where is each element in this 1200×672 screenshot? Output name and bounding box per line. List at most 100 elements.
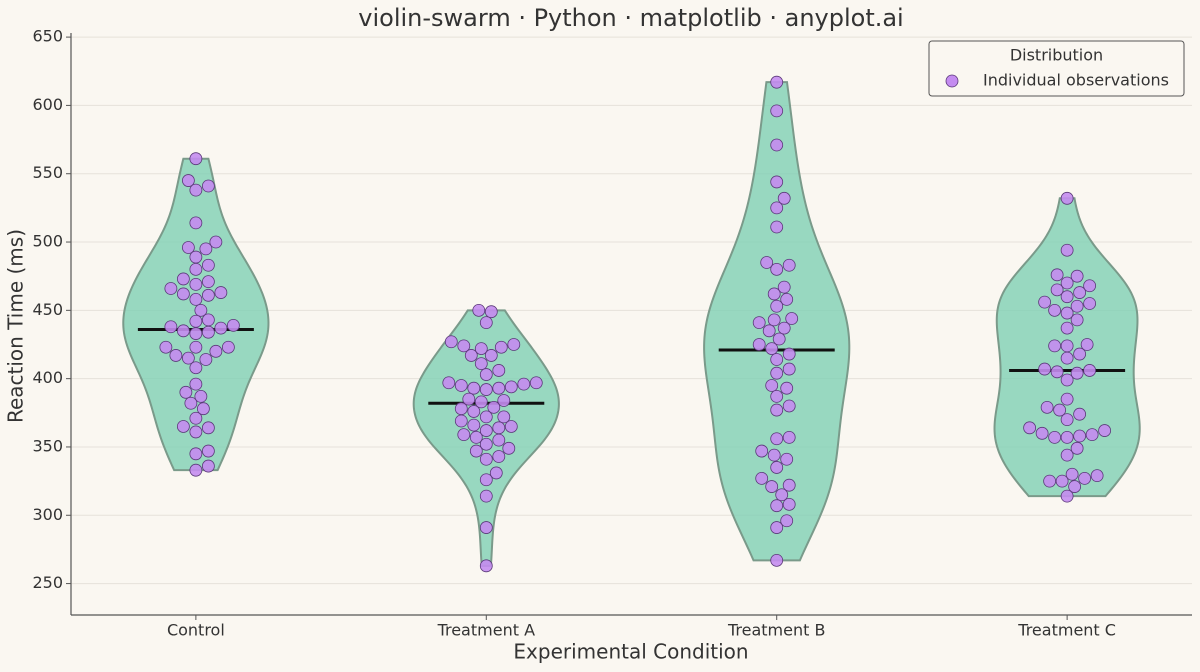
x-tick-label: Treatment B xyxy=(727,621,825,640)
data-point xyxy=(777,280,791,294)
data-point xyxy=(214,286,228,299)
data-point xyxy=(1070,269,1084,283)
data-point xyxy=(497,394,511,407)
data-point xyxy=(189,277,203,291)
data-point xyxy=(1053,403,1067,417)
data-point xyxy=(770,220,784,234)
data-point xyxy=(479,368,493,381)
data-point xyxy=(209,344,223,358)
data-point xyxy=(164,320,178,334)
data-point xyxy=(479,437,493,451)
data-point xyxy=(1048,339,1062,353)
data-point xyxy=(765,342,779,355)
data-point xyxy=(765,379,779,392)
data-point xyxy=(770,353,784,366)
data-point xyxy=(487,400,501,414)
data-point xyxy=(1078,471,1092,485)
data-point xyxy=(782,430,796,444)
y-tick-label: 250 xyxy=(32,573,63,592)
data-point xyxy=(770,499,784,513)
data-point xyxy=(479,383,493,396)
data-point xyxy=(164,282,178,295)
data-point xyxy=(767,448,781,462)
data-point xyxy=(1035,426,1049,440)
data-point xyxy=(479,410,493,424)
data-point xyxy=(472,303,486,317)
data-point xyxy=(1050,283,1064,297)
data-point xyxy=(1060,276,1074,290)
data-point xyxy=(504,380,518,394)
data-point xyxy=(770,104,784,118)
data-point xyxy=(189,152,203,166)
data-point xyxy=(1060,290,1074,304)
data-point xyxy=(189,411,203,425)
data-point xyxy=(201,288,215,302)
data-point xyxy=(770,521,784,534)
y-tick-label: 650 xyxy=(32,27,63,46)
data-point xyxy=(1040,400,1054,414)
y-tick-label: 600 xyxy=(32,95,63,114)
legend-title: Distribution xyxy=(1010,46,1103,65)
data-point xyxy=(189,314,203,328)
data-point xyxy=(189,447,203,461)
data-point xyxy=(780,293,794,306)
data-point xyxy=(479,489,493,503)
data-point xyxy=(502,441,516,455)
data-point xyxy=(492,364,506,377)
data-point xyxy=(1070,313,1084,327)
data-point xyxy=(176,272,190,286)
data-point xyxy=(770,262,784,276)
data-point xyxy=(214,321,228,335)
data-point xyxy=(770,175,784,189)
data-point xyxy=(159,340,173,354)
data-point xyxy=(777,191,791,205)
data-point xyxy=(199,353,213,366)
data-point xyxy=(770,390,784,403)
data-point xyxy=(189,250,203,264)
data-point xyxy=(782,362,796,376)
data-point xyxy=(479,521,493,534)
data-point xyxy=(462,392,476,406)
data-point xyxy=(474,395,488,409)
data-point xyxy=(782,478,796,492)
data-point xyxy=(1073,429,1087,443)
data-point xyxy=(765,480,779,493)
data-point xyxy=(1038,295,1052,309)
data-point xyxy=(201,459,215,473)
data-point xyxy=(454,402,468,416)
data-point xyxy=(770,553,784,567)
data-point xyxy=(1043,474,1057,488)
data-point xyxy=(442,376,456,390)
data-point xyxy=(1060,321,1074,335)
data-point xyxy=(189,216,203,230)
data-point xyxy=(1060,243,1074,257)
data-point xyxy=(201,325,215,339)
data-point xyxy=(497,410,511,424)
y-tick-label: 400 xyxy=(32,368,63,387)
data-point xyxy=(474,357,488,371)
data-point xyxy=(457,428,471,442)
legend-label: Individual observations xyxy=(983,71,1169,90)
data-point xyxy=(479,452,493,466)
data-point xyxy=(780,452,794,466)
legend-box xyxy=(928,40,1185,97)
data-point xyxy=(181,174,195,187)
data-point xyxy=(467,405,481,418)
data-point xyxy=(1060,373,1074,387)
data-point xyxy=(780,514,794,528)
data-point xyxy=(1055,474,1069,488)
data-point xyxy=(221,340,235,354)
data-point xyxy=(752,316,766,330)
data-point xyxy=(176,287,190,301)
chart-title: violin-swarm · Python · matplotlib · any… xyxy=(358,4,903,32)
data-point xyxy=(770,138,784,152)
data-point xyxy=(1085,428,1099,442)
data-point xyxy=(772,332,786,346)
data-point xyxy=(201,258,215,272)
data-point xyxy=(201,179,215,193)
data-point xyxy=(777,321,791,335)
data-point xyxy=(189,262,203,276)
data-point xyxy=(1060,191,1074,205)
data-point xyxy=(201,313,215,327)
data-point xyxy=(469,444,483,458)
